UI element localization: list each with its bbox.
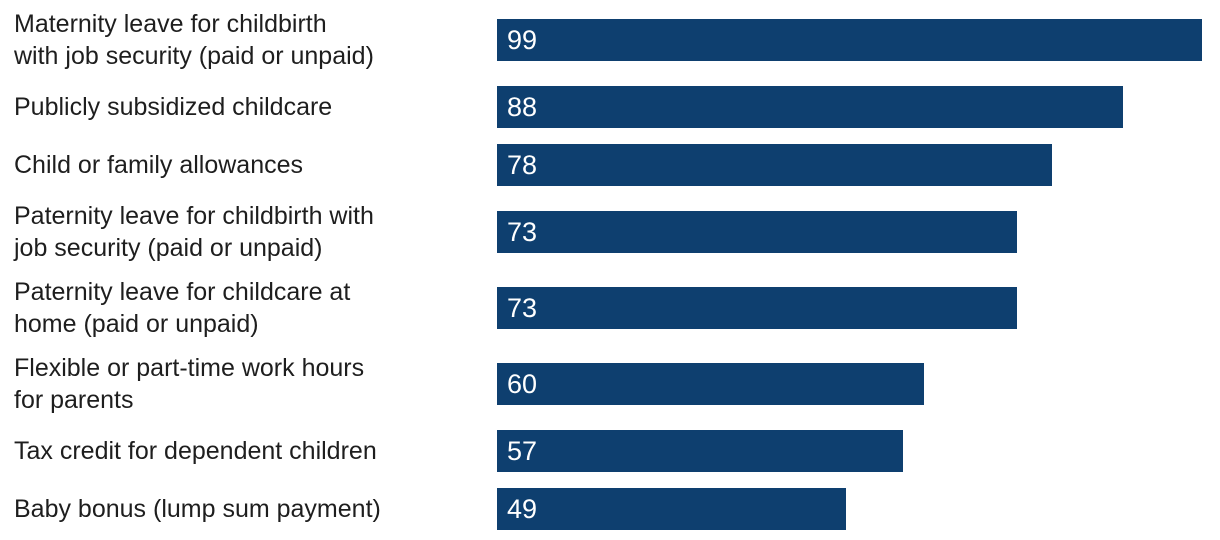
category-label: Paternity leave for childcare at home (p…	[14, 278, 351, 338]
value-label: 60	[507, 368, 538, 399]
chart-row: Paternity leave for childcare at home (p…	[14, 270, 1220, 346]
value-label: 49	[507, 493, 538, 524]
category-label: Child or family allowances	[14, 151, 304, 179]
plot-area: 73	[497, 211, 1216, 253]
value-label: 57	[507, 435, 538, 466]
plot-area: 49	[497, 488, 1216, 530]
bar: 88	[497, 86, 1124, 128]
plot-area: 73	[497, 287, 1216, 329]
category-label: Publicly subsidized childcare	[14, 93, 333, 121]
plot-area: 88	[497, 86, 1216, 128]
bar: 78	[497, 144, 1053, 186]
value-label: 73	[507, 216, 538, 247]
value-label: 99	[507, 24, 538, 55]
value-label: 73	[507, 292, 538, 323]
plot-area: 57	[497, 430, 1216, 472]
category-label: Flexible or part-time work hours for par…	[14, 354, 365, 414]
bar: 57	[497, 430, 903, 472]
bar: 60	[497, 363, 925, 405]
chart-row: Publicly subsidized childcare 88	[14, 78, 1220, 136]
chart-row: Paternity leave for childbirth with job …	[14, 194, 1220, 270]
bar: 73	[497, 287, 1017, 329]
category-label: Maternity leave for childbirth with job …	[14, 10, 374, 70]
plot-area: 60	[497, 363, 1216, 405]
bar: 73	[497, 211, 1017, 253]
plot-area: 99	[497, 19, 1216, 61]
chart-row: Maternity leave for childbirth with job …	[14, 2, 1220, 78]
chart-row: Baby bonus (lump sum payment) 49	[14, 480, 1220, 538]
chart-row: Child or family allowances 78	[14, 136, 1220, 194]
chart-row: Flexible or part-time work hours for par…	[14, 346, 1220, 422]
category-label: Baby bonus (lump sum payment)	[14, 495, 381, 523]
plot-area: 78	[497, 144, 1216, 186]
bar: 99	[497, 19, 1202, 61]
value-label: 78	[507, 149, 538, 180]
chart-row: Tax credit for dependent children 57	[14, 422, 1220, 480]
category-label: Paternity leave for childbirth with job …	[14, 202, 374, 262]
bar: 49	[497, 488, 846, 530]
value-label: 88	[507, 91, 538, 122]
category-label: Tax credit for dependent children	[14, 437, 377, 465]
